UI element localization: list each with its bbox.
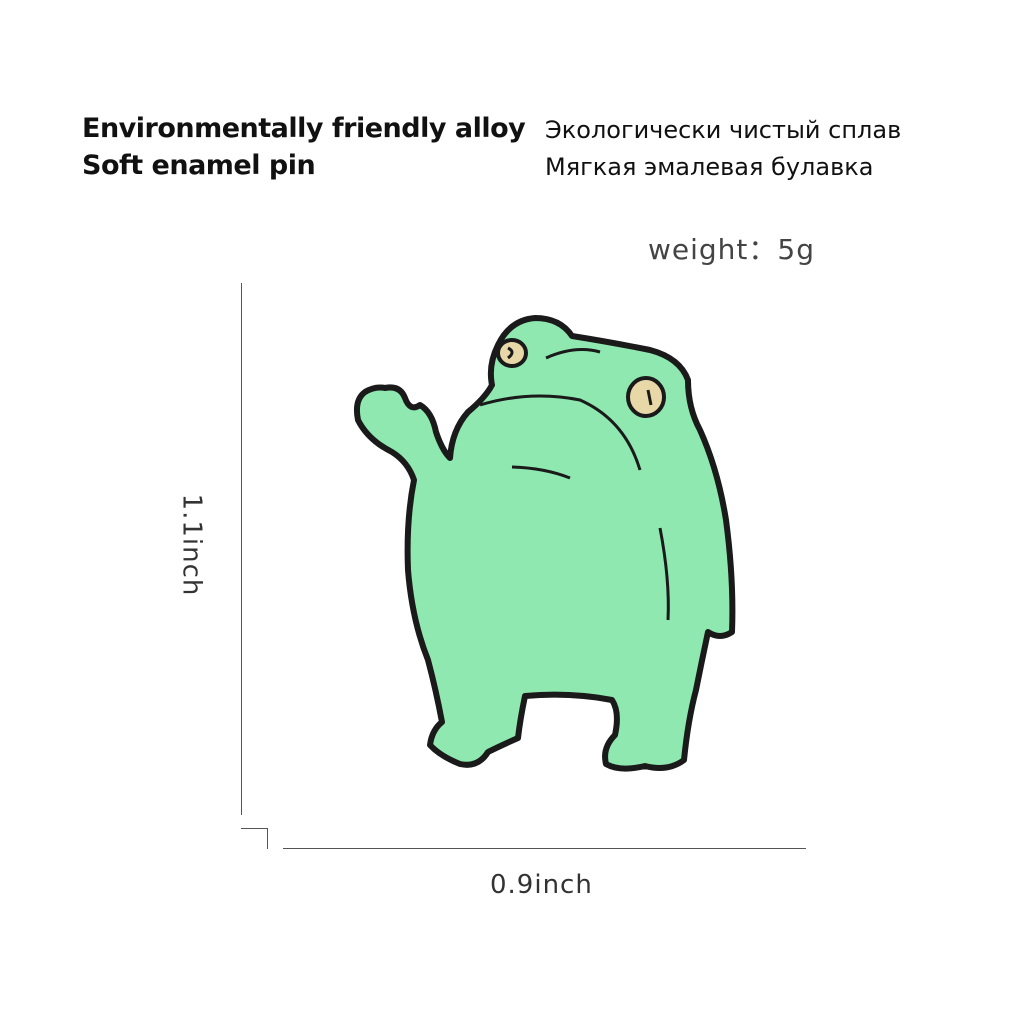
corner-mark-vertical — [267, 828, 268, 849]
right-eye-icon — [626, 376, 666, 418]
arm-line — [658, 527, 670, 621]
height-dimension-line — [241, 283, 242, 815]
type-text-en: Soft enamel pin — [82, 150, 316, 181]
material-text-ru: Экологически чистый сплав — [545, 116, 902, 144]
mouth-line — [511, 465, 571, 480]
width-dimension-line — [283, 848, 806, 849]
corner-mark — [241, 828, 268, 829]
weight-label: weight：5g — [648, 233, 815, 266]
width-label: 0.9inch — [490, 870, 593, 900]
material-text-en: Environmentally friendly alloy — [82, 113, 526, 144]
type-text-ru: Мягкая эмалевая булавка — [545, 153, 874, 181]
frog-body — [353, 315, 736, 772]
brow-line — [545, 348, 601, 360]
chin-line — [479, 394, 642, 471]
